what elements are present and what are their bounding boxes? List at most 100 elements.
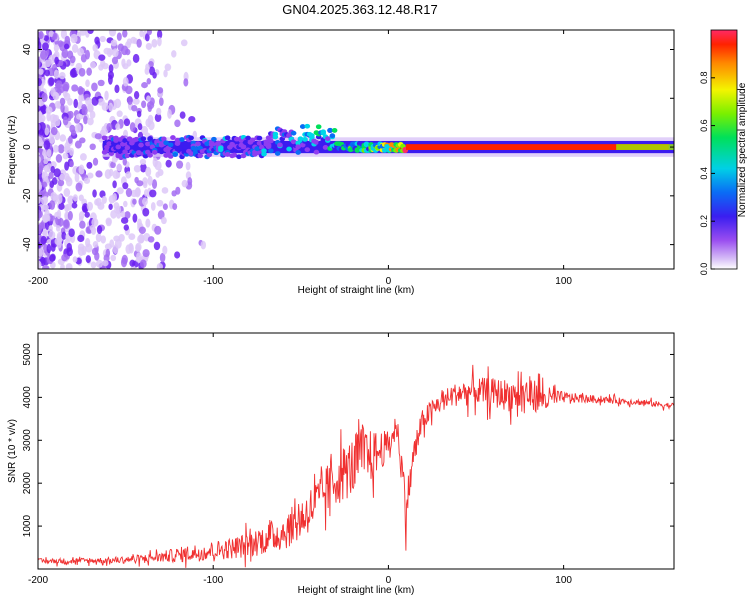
noise-mark: [77, 86, 84, 95]
band-mark: [126, 136, 133, 142]
noise-mark: [179, 111, 186, 119]
noise-mark: [72, 194, 78, 202]
noise-mark: [142, 197, 148, 206]
band-mark: [272, 131, 279, 137]
noise-mark: [85, 79, 90, 88]
noise-mark: [139, 259, 147, 268]
noise-mark: [85, 255, 91, 264]
noise-mark: [161, 187, 169, 194]
noise-mark: [78, 93, 84, 103]
noise-mark: [71, 84, 79, 92]
noise-mark: [135, 187, 141, 197]
noise-mark: [75, 182, 83, 192]
noise-mark: [70, 33, 78, 44]
noise-mark: [89, 110, 96, 119]
carrier-line: [405, 144, 669, 150]
noise-mark: [91, 96, 99, 106]
noise-mark: [110, 161, 116, 169]
noise-mark: [58, 203, 65, 210]
noise-mark: [132, 198, 137, 205]
noise-mark: [57, 144, 65, 154]
noise-mark: [38, 190, 45, 198]
noise-mark: [147, 175, 153, 186]
noise-mark: [143, 189, 149, 197]
noise-mark: [41, 92, 48, 103]
snr-line: [38, 364, 674, 568]
band-mark: [306, 141, 313, 147]
noise-mark: [108, 203, 113, 210]
noise-mark: [174, 119, 181, 128]
noise-mark: [38, 165, 44, 173]
noise-mark: [53, 168, 61, 178]
noise-mark: [92, 240, 99, 248]
noise-mark: [135, 244, 141, 253]
noise-mark: [156, 199, 164, 207]
noise-mark: [149, 97, 155, 106]
noise-mark: [114, 84, 120, 94]
noise-mark: [101, 195, 107, 204]
noise-mark: [151, 179, 158, 189]
noise-mark: [158, 97, 164, 107]
snr-y-ticks: 1000 2000 3000 4000 5000: [22, 343, 674, 537]
band-mark: [158, 149, 165, 155]
noise-mark: [156, 107, 162, 116]
band-mark: [117, 149, 124, 155]
noise-mark: [188, 116, 196, 123]
noise-mark: [113, 235, 121, 242]
noise-mark: [94, 133, 102, 140]
band-mark: [188, 135, 194, 141]
noise-mark: [85, 97, 92, 106]
noise-mark: [145, 118, 152, 128]
noise-mark: [139, 30, 144, 38]
noise-mark: [67, 210, 73, 221]
x-tick-label: -100: [203, 575, 223, 586]
noise-mark: [92, 44, 98, 52]
noise-mark: [161, 216, 167, 225]
noise-mark: [38, 248, 43, 257]
noise-mark: [97, 79, 105, 87]
band-mark: [304, 147, 311, 153]
colorbar-label: Normalized spectral amplitude: [737, 82, 748, 217]
noise-mark: [71, 44, 79, 53]
band-mark: [140, 136, 147, 142]
noise-mark: [123, 118, 131, 127]
noise-mark: [86, 67, 92, 76]
band-mark: [381, 147, 388, 153]
noise-mark: [145, 63, 150, 71]
noise-mark: [99, 35, 106, 43]
noise-mark: [61, 48, 69, 59]
band-mark: [192, 149, 199, 155]
noise-mark: [63, 105, 69, 114]
noise-mark: [64, 43, 70, 50]
noise-mark: [77, 234, 85, 243]
y-tick-label: 20: [22, 92, 33, 104]
noise-mark: [44, 69, 51, 77]
noise-mark: [171, 190, 177, 197]
noise-mark: [43, 35, 49, 42]
colorbar: 0.0 0.2 0.4 0.6 0.8 Normalized spectral ampl…: [699, 29, 748, 275]
noise-mark: [66, 50, 74, 59]
band-mark: [224, 152, 231, 157]
noise-mark: [58, 59, 64, 67]
noise-mark: [49, 199, 56, 210]
colorbar-gradient: [710, 29, 738, 270]
carrier-line-fade: [616, 144, 674, 150]
band-mark: [113, 138, 119, 143]
noise-mark: [112, 192, 118, 202]
noise-mark: [165, 159, 172, 168]
band-mark: [142, 153, 149, 159]
noise-mark: [137, 123, 143, 131]
snr-x-ticks: -200 -100 0 100: [28, 333, 572, 586]
noise-mark: [176, 160, 184, 169]
noise-mark: [67, 195, 75, 205]
band-mark: [329, 133, 336, 139]
noise-mark: [79, 220, 86, 229]
noise-mark: [105, 248, 111, 258]
noise-mark: [122, 63, 129, 70]
band-mark: [322, 145, 329, 150]
x-tick-label: 0: [386, 276, 392, 287]
noise-mark: [45, 106, 53, 114]
noise-mark: [159, 252, 166, 263]
noise-mark: [116, 32, 122, 41]
noise-mark: [108, 30, 117, 37]
